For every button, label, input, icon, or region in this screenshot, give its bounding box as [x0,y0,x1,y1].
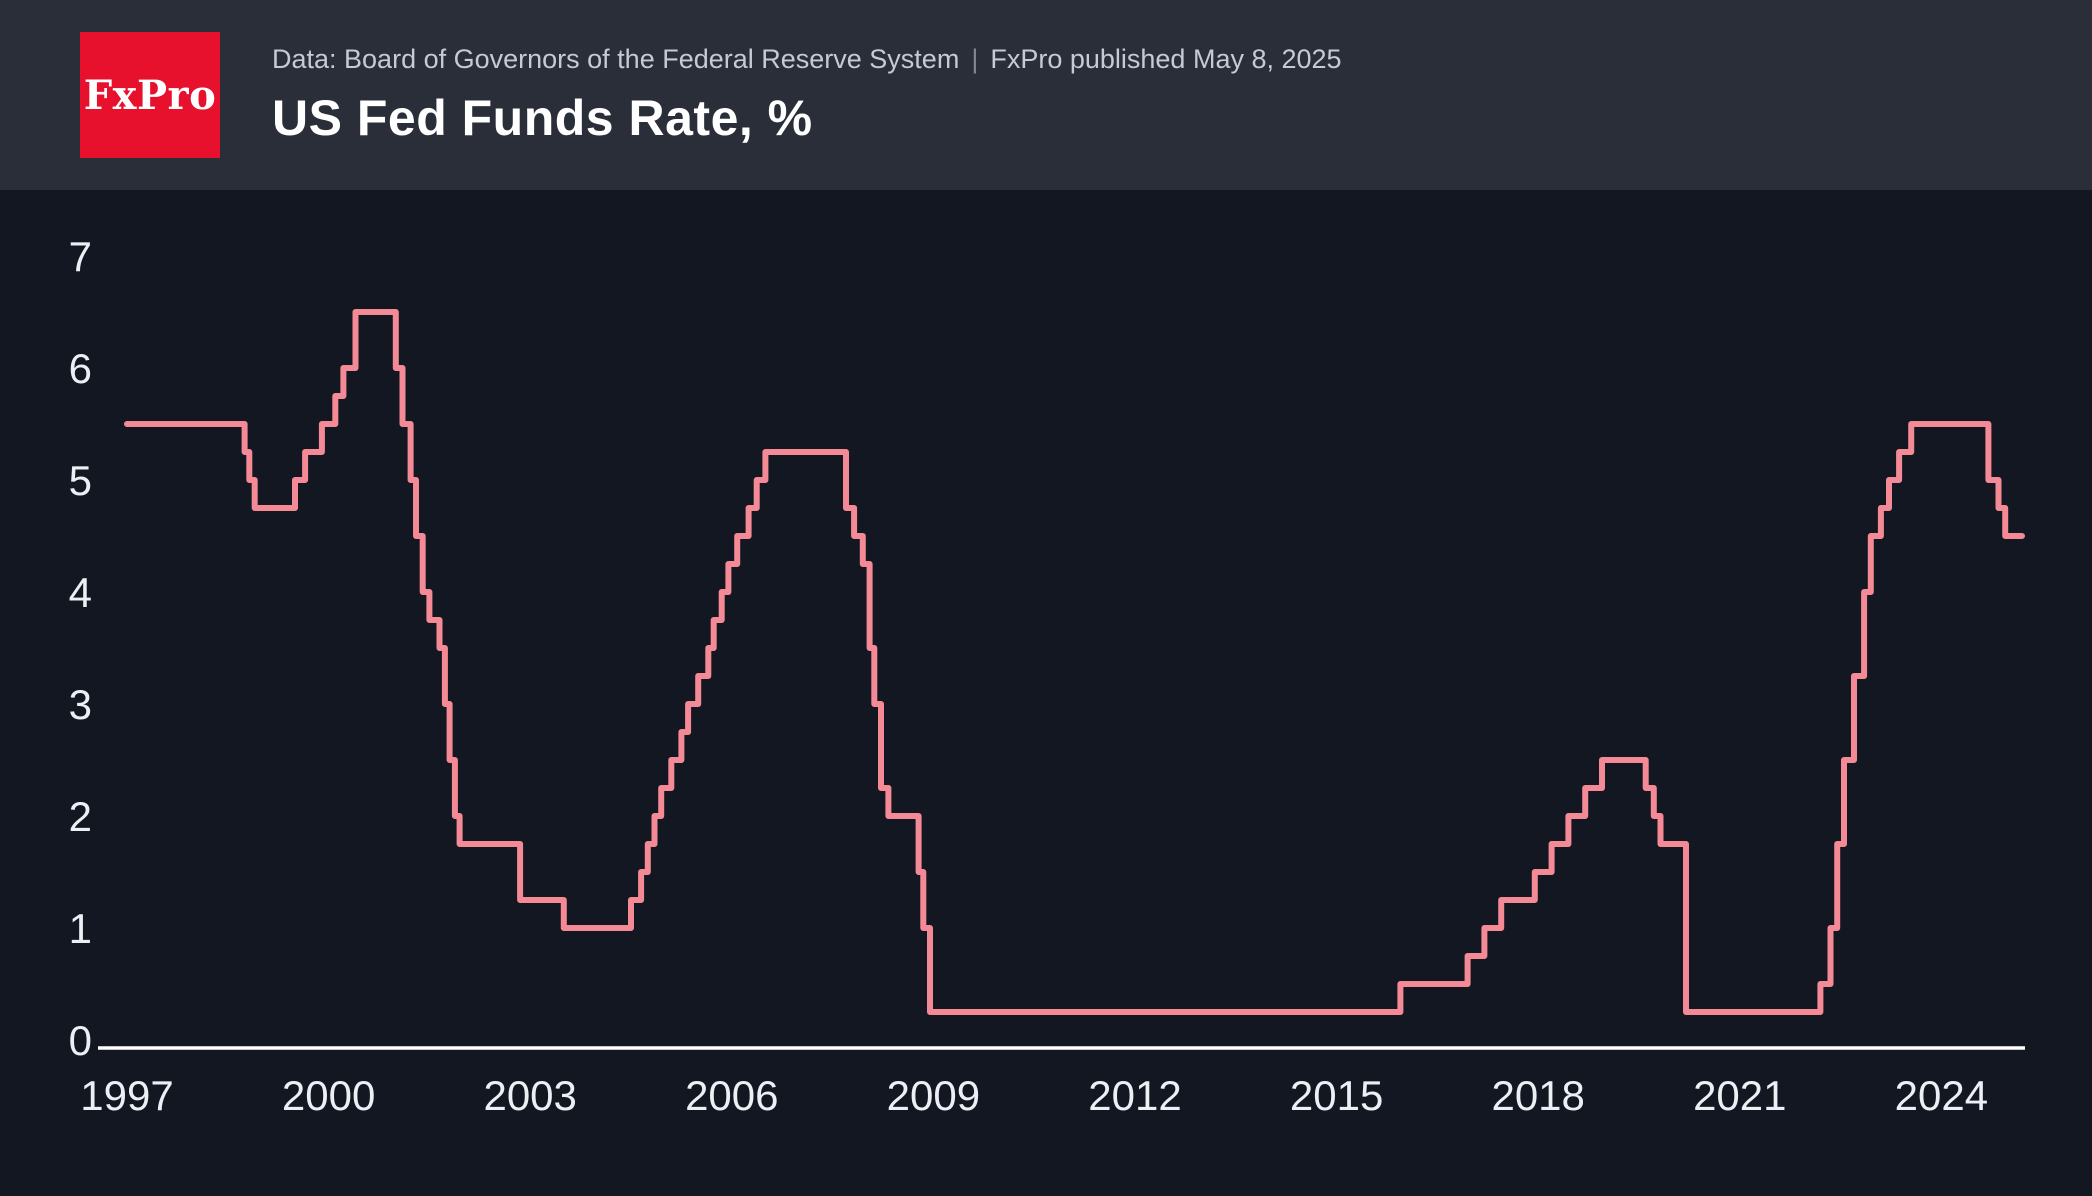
x-tick-label: 2018 [1491,1072,1584,1119]
chart-svg: 0 1 2 3 4 5 6 7 1997 2000 2003 2006 2009 2012 2015 2018… [69,233,2025,1119]
x-tick-label: 1997 [80,1072,173,1119]
y-tick-label: 0 [69,1017,92,1064]
x-tick-label: 2009 [887,1072,980,1119]
x-tick-label: 2021 [1693,1072,1786,1119]
source-line: Data: Board of Governors of the Federal … [272,44,1342,75]
y-tick-label: 2 [69,793,92,840]
source-divider: | [971,43,979,74]
fxpro-logo: FxPro [80,32,220,158]
fxpro-logo-text: FxPro [83,71,217,119]
x-tick-label: 2000 [282,1072,375,1119]
x-tick-label: 2015 [1290,1072,1383,1119]
header: FxPro Data: Board of Governors of the Fe… [0,0,2092,190]
fed-funds-rate-line [124,309,2025,1015]
y-tick-label: 1 [69,905,92,952]
data-source-text: Data: Board of Governors of the Federal … [272,43,960,74]
page-title: US Fed Funds Rate, % [272,89,813,146]
y-tick-label: 7 [69,233,92,280]
chart-area: 0 1 2 3 4 5 6 7 1997 2000 2003 2006 2009 2012 2015 2018… [0,190,2092,1196]
published-text: FxPro published May 8, 2025 [990,43,1342,74]
x-tick-label: 2003 [483,1072,576,1119]
y-tick-label: 4 [69,569,92,616]
y-tick-label: 6 [69,345,92,392]
y-tick-label: 5 [69,457,92,504]
header-text: Data: Board of Governors of the Federal … [272,44,1342,147]
x-tick-label: 2024 [1895,1072,1988,1119]
y-tick-label: 3 [69,681,92,728]
x-tick-label: 2012 [1088,1072,1181,1119]
x-tick-label: 2006 [685,1072,778,1119]
